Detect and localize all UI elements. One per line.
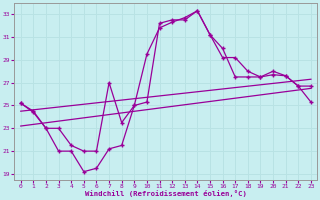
X-axis label: Windchill (Refroidissement éolien,°C): Windchill (Refroidissement éolien,°C) xyxy=(85,190,247,197)
